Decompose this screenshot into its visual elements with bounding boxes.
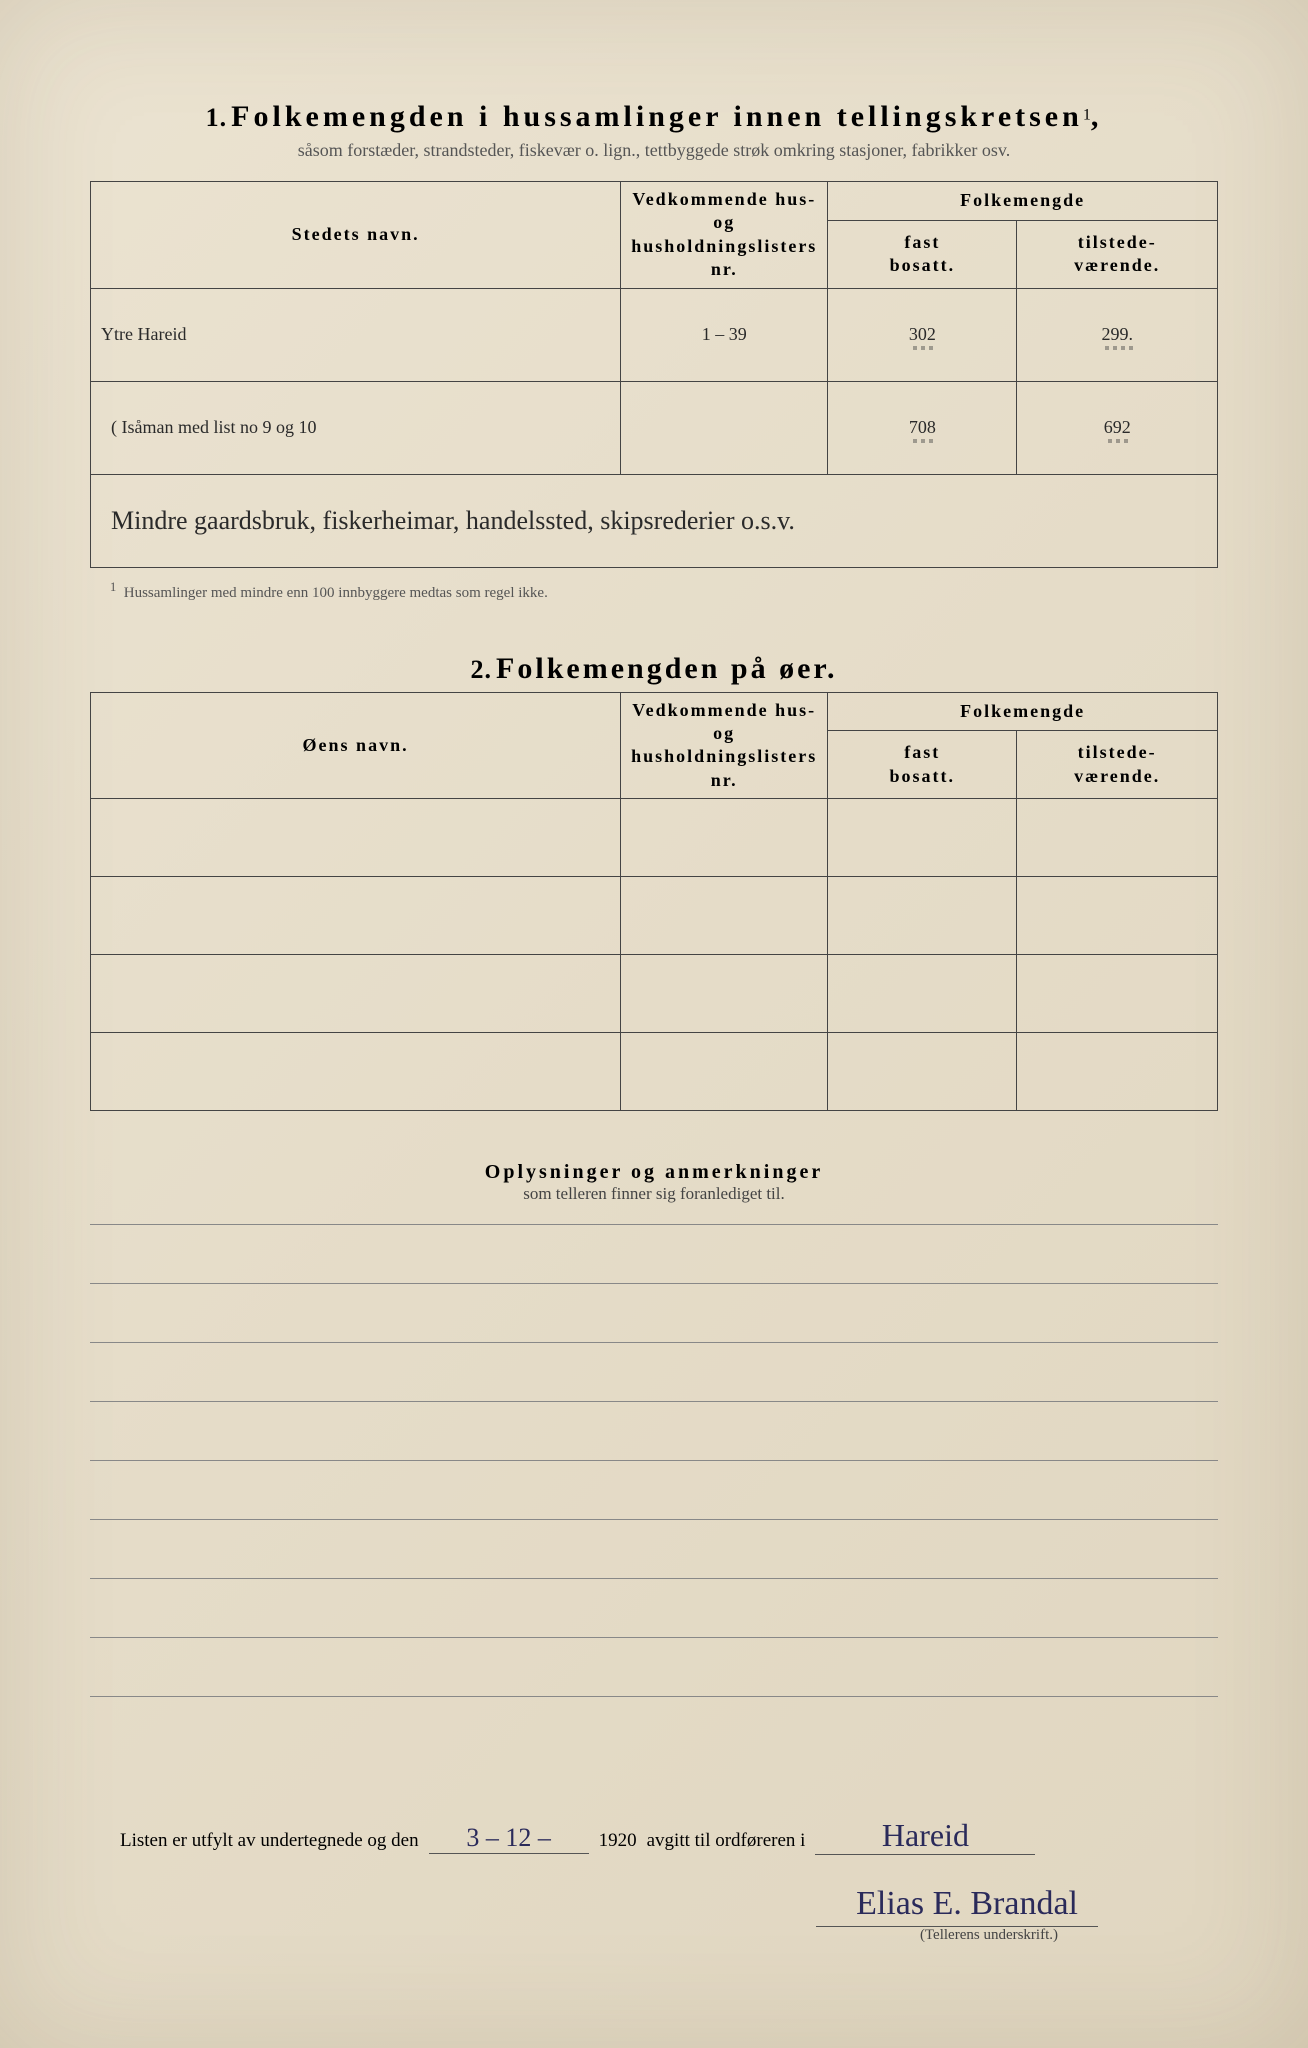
th2-nr: Vedkommende hus- og husholdningslisters … bbox=[621, 692, 828, 799]
th2-til-l2: værende. bbox=[1074, 766, 1160, 786]
th2-nr-l2: husholdningslisters bbox=[631, 746, 817, 766]
ruled-line bbox=[90, 1343, 1218, 1402]
section2-table: Øens navn. Vedkommende hus- og husholdni… bbox=[90, 692, 1218, 1112]
th2-tilstede: tilstede- værende. bbox=[1017, 731, 1218, 799]
th2-fast: fast bosatt. bbox=[828, 731, 1017, 799]
table-row bbox=[91, 799, 1218, 877]
th-fast: fast bosatt. bbox=[828, 220, 1017, 288]
th2-nr-l1: Vedkommende hus- og bbox=[632, 700, 816, 743]
section2-title-block: 2. Folkemengden på øer. bbox=[90, 652, 1218, 686]
ruled-line bbox=[90, 1638, 1218, 1697]
cell-name-2: Mindre gaardsbruk, fiskerheimar, handels… bbox=[91, 474, 1218, 567]
document-page: 1. Folkemengden i hussamlinger innen tel… bbox=[0, 0, 1308, 2048]
ruled-line bbox=[90, 1461, 1218, 1520]
th2-til-l1: tilstede- bbox=[1078, 742, 1157, 762]
th-nr-l2: husholdningslisters bbox=[631, 236, 817, 256]
ruled-line bbox=[90, 1579, 1218, 1638]
table-row: Mindre gaardsbruk, fiskerheimar, handels… bbox=[91, 474, 1218, 567]
ruled-line bbox=[90, 1520, 1218, 1579]
th-nr: Vedkommende hus- og husholdningslisters … bbox=[621, 182, 828, 289]
th2-oens-navn: Øens navn. bbox=[91, 692, 621, 799]
table-row: Ytre Hareid 1 – 39 302 299. bbox=[91, 288, 1218, 381]
signature-caption: (Tellerens underskrift.) bbox=[90, 1927, 1218, 1944]
th2-fast-l1: fast bbox=[904, 742, 940, 762]
remarks-subtitle: som telleren finner sig foranlediget til… bbox=[90, 1184, 1218, 1204]
remarks-title: Oplysninger og anmerkninger bbox=[90, 1161, 1218, 1184]
th-til-l1: tilstede- bbox=[1078, 232, 1157, 252]
th-fast-l1: fast bbox=[904, 232, 940, 252]
sig-date: 3 – 12 – bbox=[429, 1823, 589, 1854]
table-row bbox=[91, 877, 1218, 955]
th-folkemengde: Folkemengde bbox=[828, 182, 1218, 221]
th-nr-l3: nr. bbox=[711, 259, 738, 279]
th-nr-l1: Vedkommende hus- og bbox=[632, 189, 816, 232]
section1-title-block: 1. Folkemengden i hussamlinger innen tel… bbox=[90, 100, 1218, 134]
section2-title: Folkemengden på øer. bbox=[496, 652, 837, 685]
th2-fast-l2: bosatt. bbox=[890, 766, 956, 786]
section1-subtitle: såsom forstæder, strandsteder, fiskevær … bbox=[90, 140, 1218, 161]
table-row bbox=[91, 955, 1218, 1033]
cell-til-0: 299. bbox=[1017, 288, 1218, 381]
ruled-line bbox=[90, 1225, 1218, 1284]
section1-table: Stedets navn. Vedkommende hus- og hushol… bbox=[90, 181, 1218, 568]
cell-til-1: 692 bbox=[1017, 381, 1218, 474]
sig-mid: avgitt til ordføreren i bbox=[647, 1830, 806, 1852]
signature-line: Listen er utfylt av undertegnede og den … bbox=[90, 1817, 1218, 1855]
table-row: ( Isåman med list no 9 og 10 708 692 bbox=[91, 381, 1218, 474]
th2-nr-l3: nr. bbox=[711, 770, 738, 790]
th-fast-l2: bosatt. bbox=[890, 255, 956, 275]
table-row bbox=[91, 1033, 1218, 1111]
th-stedets-navn: Stedets navn. bbox=[91, 182, 621, 289]
section1-superscript: 1 bbox=[1083, 107, 1091, 124]
th2-folkemengde: Folkemengde bbox=[828, 692, 1218, 731]
cell-fast-1: 708 bbox=[828, 381, 1017, 474]
sig-place: Hareid bbox=[815, 1817, 1035, 1855]
th-tilstede: tilstede- værende. bbox=[1017, 220, 1218, 288]
ruled-line bbox=[90, 1284, 1218, 1343]
signature-name-line: Elias E. Brandal bbox=[90, 1885, 1218, 1923]
section1-number: 1. bbox=[206, 103, 228, 132]
signature-name: Elias E. Brandal bbox=[816, 1885, 1098, 1927]
footnote-text: Hussamlinger med mindre enn 100 innbygge… bbox=[124, 585, 548, 601]
th-til-l2: værende. bbox=[1074, 255, 1160, 275]
section1-title: Folkemengden i hussamlinger innen tellin… bbox=[231, 100, 1083, 133]
section1-footnote: 1 Hussamlinger med mindre enn 100 innbyg… bbox=[110, 580, 1218, 602]
cell-nr-0: 1 – 39 bbox=[621, 288, 828, 381]
ruled-line bbox=[90, 1402, 1218, 1461]
cell-nr-1 bbox=[621, 381, 828, 474]
cell-name-1: ( Isåman med list no 9 og 10 bbox=[91, 381, 621, 474]
cell-name-0: Ytre Hareid bbox=[91, 288, 621, 381]
cell-fast-0: 302 bbox=[828, 288, 1017, 381]
section2-number: 2. bbox=[471, 655, 493, 684]
remarks-lines bbox=[90, 1224, 1218, 1697]
sig-pre: Listen er utfylt av undertegnede og den bbox=[120, 1830, 419, 1852]
footnote-mark: 1 bbox=[110, 580, 116, 594]
sig-year: 1920 bbox=[599, 1830, 637, 1852]
